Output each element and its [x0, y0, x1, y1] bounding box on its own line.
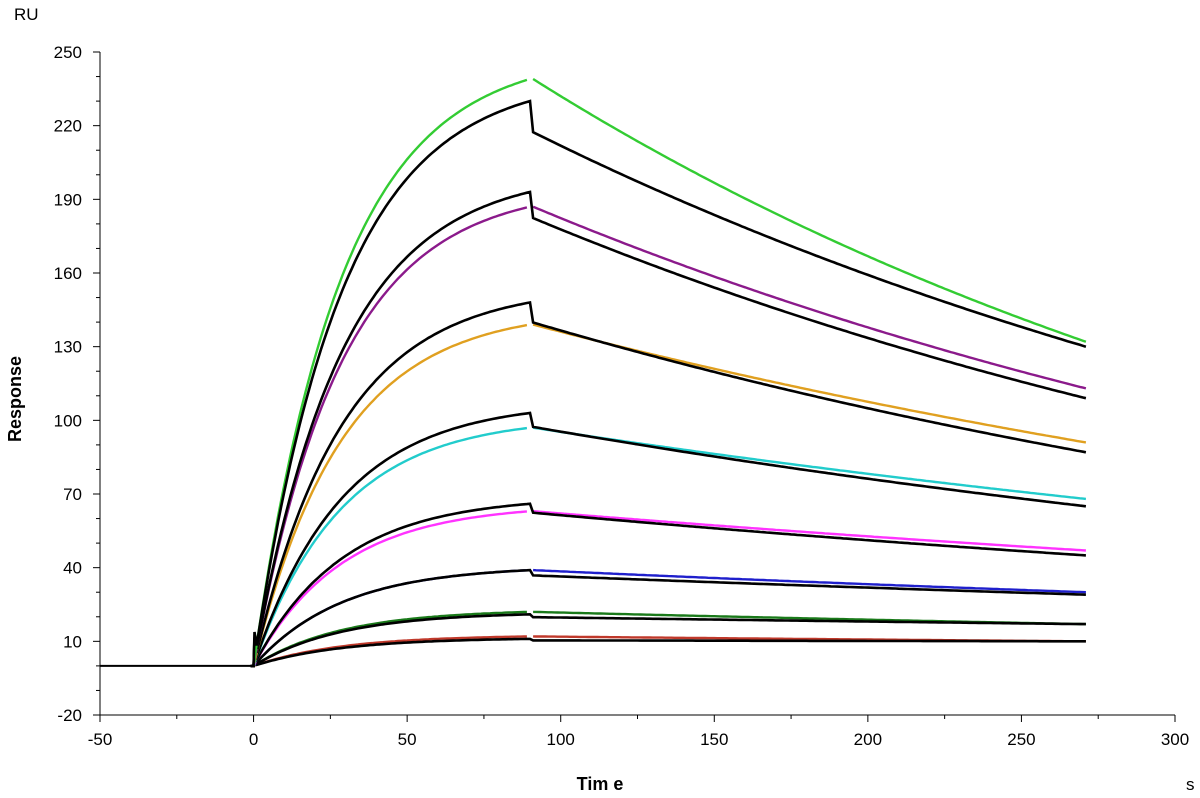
x-unit-label: s [1186, 775, 1195, 794]
x-tick-label: -50 [88, 730, 113, 749]
measured-association-line [252, 426, 528, 667]
curves [100, 77, 1087, 668]
x-tick-label: 50 [398, 730, 417, 749]
fit-line [250, 99, 1087, 668]
y-tick-label: 70 [63, 485, 82, 504]
y-unit-label: RU [14, 5, 39, 24]
measured-association-line [252, 206, 528, 667]
fit-line [250, 411, 1087, 668]
y-tick-label: 220 [54, 117, 82, 136]
x-tick-label: 300 [1161, 730, 1189, 749]
fit-line [250, 502, 1086, 668]
measured-association-line [252, 78, 528, 667]
y-axis-title: Response [5, 356, 25, 442]
fit-line [250, 301, 1087, 668]
x-tick-label: 100 [547, 730, 575, 749]
measured-association-line [252, 323, 528, 667]
y-tick-label: 130 [54, 338, 82, 357]
x-tick-label: 250 [1007, 730, 1035, 749]
fit-line [250, 612, 1086, 668]
measured-association-line [252, 510, 528, 667]
measured-dissociation-line [532, 323, 1087, 444]
x-tick-label: 150 [700, 730, 728, 749]
y-tick-label: 10 [63, 632, 82, 651]
fit-line [250, 190, 1087, 668]
y-tick-label: 160 [54, 264, 82, 283]
y-tick-label: -20 [57, 706, 82, 725]
measured-association-line [252, 569, 527, 667]
x-tick-label: 200 [854, 730, 882, 749]
measured-dissociation-line [532, 426, 1087, 501]
y-tick-label: 100 [54, 411, 82, 430]
measured-dissociation-line [533, 568, 1086, 594]
x-axis-title: Tim e [577, 774, 624, 794]
fit-line [250, 637, 1086, 668]
y-tick-label: 250 [54, 43, 82, 62]
x-tick-label: 0 [249, 730, 258, 749]
y-tick-label: 40 [63, 559, 82, 578]
fit-line [250, 568, 1086, 668]
y-tick-label: 190 [54, 190, 82, 209]
measured-dissociation-line [532, 77, 1087, 343]
measured-dissociation-line [532, 205, 1087, 390]
measured-dissociation-line [533, 510, 1086, 552]
axes: -50 0 50 100 150 200 250 300 -20 10 40 70 100 130 160 1… [54, 43, 1190, 749]
